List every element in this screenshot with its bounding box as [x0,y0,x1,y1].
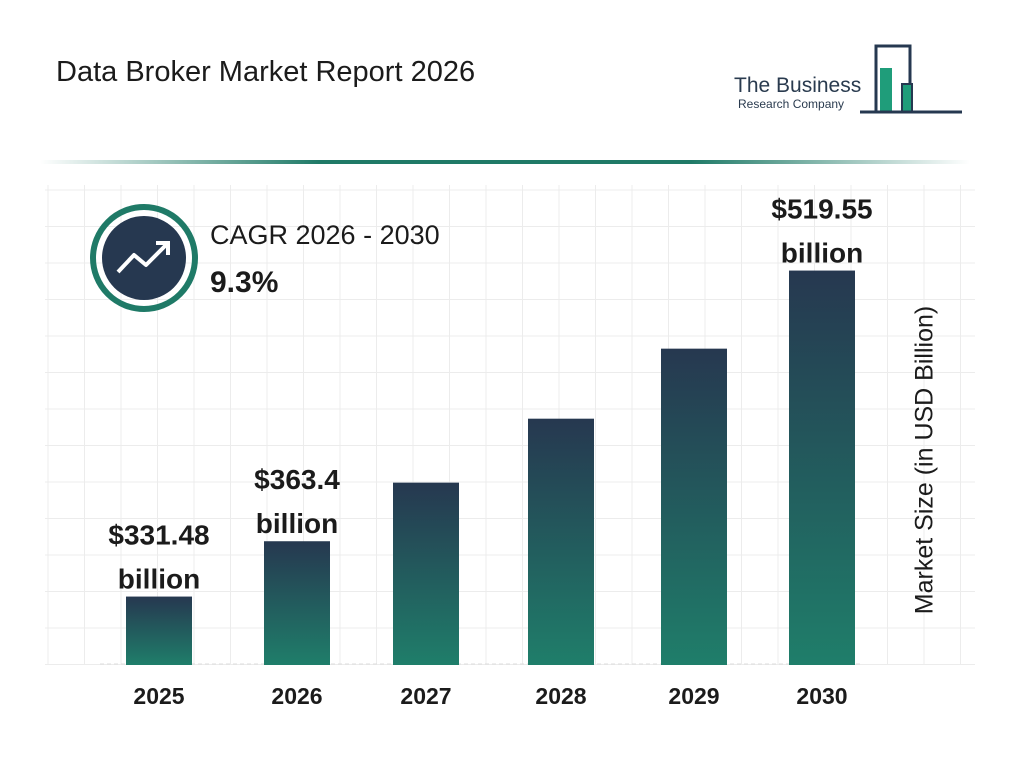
data-label: $331.48 [108,520,209,551]
trending-up-icon [116,241,170,274]
cagr-label: CAGR 2026 - 2030 [210,220,440,250]
bar-2027 [393,482,459,665]
logo-text-line2: Research Company [738,97,845,111]
data-label: $363.4 [254,464,340,495]
bar-2030 [789,270,855,665]
cagr-value: 9.3% [210,266,279,299]
y-axis-label: Market Size (in USD Billion) [910,305,939,615]
data-label: $519.55 [771,194,872,225]
divider [40,160,970,164]
x-tick-label: 2028 [535,683,586,709]
cagr-badge [90,204,198,312]
x-tick-label: 2027 [400,683,451,709]
bar-2029 [661,348,727,665]
x-tick-label: 2026 [271,683,322,709]
x-tick-label: 2030 [796,683,847,709]
bar-2025 [126,596,192,665]
x-tick-label: 2025 [133,683,184,709]
company-logo: The Business Research Company [730,44,965,116]
data-label: billion [118,564,200,595]
data-label: billion [781,238,863,269]
page-title: Data Broker Market Report 2026 [56,56,476,88]
bar-2028 [528,418,594,665]
x-tick-label: 2029 [668,683,719,709]
bar-2026 [264,541,330,665]
logo-bars-icon [860,44,962,114]
logo-text-line1: The Business [734,74,862,97]
data-label: billion [256,508,338,539]
